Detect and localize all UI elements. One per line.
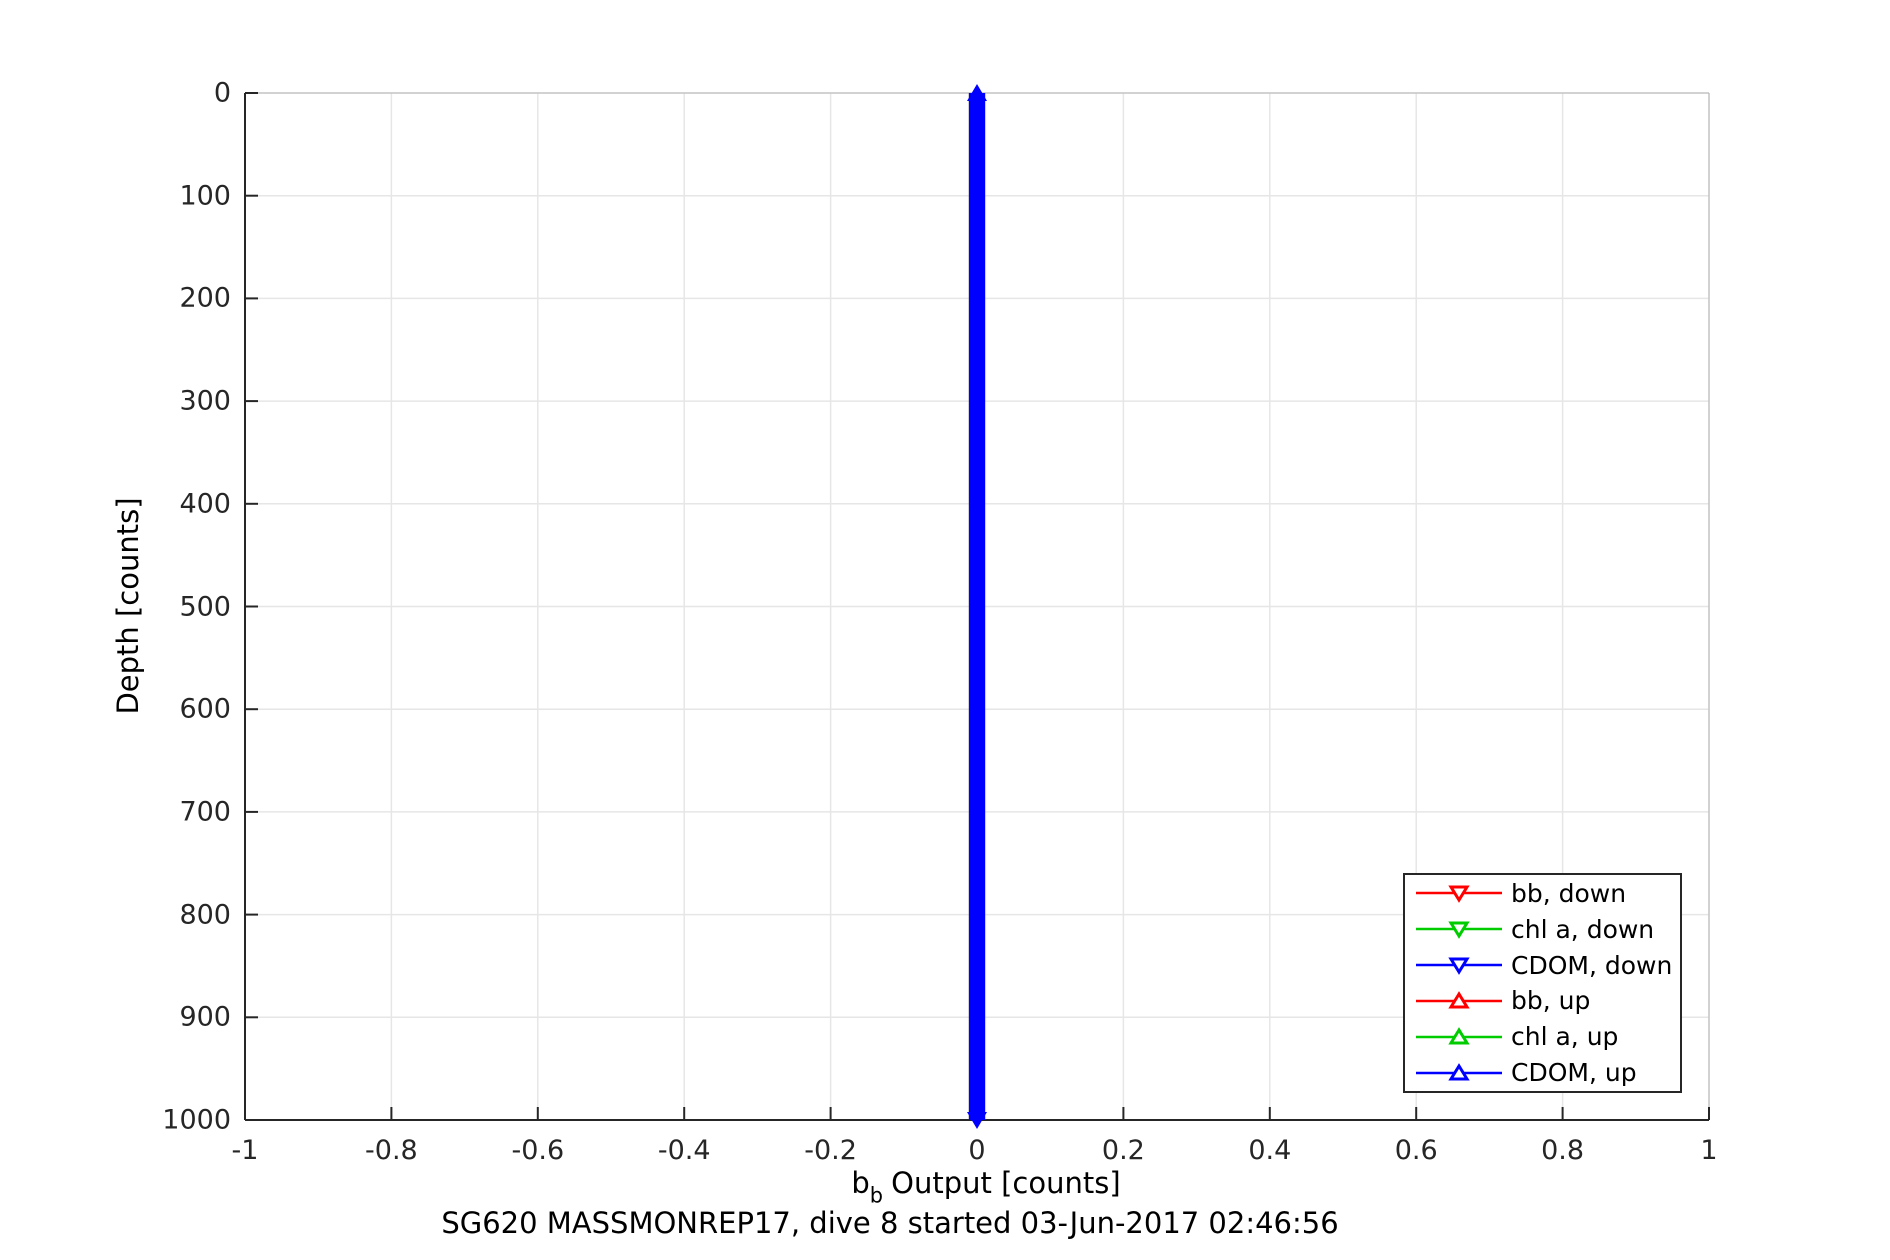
x-tick-label: 0.6 <box>1394 1135 1438 1166</box>
x-tick-label: 0 <box>968 1135 986 1166</box>
legend-entry: chl a, down <box>1405 912 1680 947</box>
y-axis-label: Depth [counts] <box>111 497 145 715</box>
legend-line-triangle-up-icon <box>1416 1062 1502 1081</box>
y-tick-label: 500 <box>179 591 231 622</box>
y-tick-label: 800 <box>179 899 231 931</box>
legend-entry-label: CDOM, down <box>1511 950 1673 980</box>
y-tick-label: 100 <box>179 180 231 212</box>
x-axis-label-rest: Output [counts] <box>891 1166 1121 1200</box>
x-tick-label: 0.8 <box>1541 1135 1585 1166</box>
x-axis-label-subscript: b <box>869 1183 884 1208</box>
x-tick-label: 0.4 <box>1248 1135 1292 1166</box>
legend-entry-label: chl a, up <box>1511 1022 1619 1052</box>
legend-entry-label: bb, down <box>1511 878 1627 908</box>
x-tick-label: 0.2 <box>1101 1135 1145 1166</box>
y-tick-label: 900 <box>179 1001 231 1033</box>
legend-entry: chl a, up <box>1405 1019 1680 1054</box>
x-axis-label: bb Output [counts] <box>851 1166 1120 1207</box>
legend-entry: bb, up <box>1405 983 1680 1018</box>
legend-entry-label: CDOM, up <box>1511 1058 1637 1088</box>
y-tick-label: 1000 <box>162 1104 231 1136</box>
legend-entry-label: chl a, down <box>1511 914 1655 944</box>
band-bottom-marker <box>967 1112 987 1129</box>
y-tick-label: 200 <box>179 282 231 314</box>
x-tick-label: -0.6 <box>511 1135 565 1166</box>
x-tick-label: -0.2 <box>804 1135 857 1166</box>
legend: bb, down chl a, down CDOM, down bb, up chl a… <box>1403 873 1682 1093</box>
y-tick-label: 700 <box>179 796 231 828</box>
x-tick-label: -1 <box>231 1135 259 1166</box>
x-tick-label: 1 <box>1700 1135 1718 1166</box>
legend-entry: CDOM, down <box>1405 948 1680 983</box>
legend-line-triangle-down-icon <box>1416 957 1502 975</box>
legend-line-triangle-up-icon <box>1416 991 1502 1009</box>
band-top-marker <box>967 84 987 101</box>
y-tick-label: 0 <box>213 77 231 109</box>
legend-line-triangle-down-icon <box>1416 921 1502 940</box>
legend-line-triangle-down-icon <box>1416 885 1502 904</box>
x-tick-label: -0.4 <box>657 1135 711 1166</box>
legend-entry: bb, down <box>1405 876 1680 911</box>
legend-entry-label: bb, up <box>1511 986 1591 1016</box>
y-tick-label: 300 <box>179 385 231 417</box>
legend-line-triangle-up-icon <box>1416 1026 1502 1045</box>
x-tick-label: -0.8 <box>365 1135 418 1166</box>
y-tick-label: 600 <box>179 693 231 725</box>
x-axis-label-prefix: b <box>851 1166 870 1200</box>
legend-entry: CDOM, up <box>1405 1055 1680 1090</box>
series-band <box>968 93 986 1120</box>
y-tick-label: 400 <box>179 488 231 520</box>
dive-info-title: SG620 MASSMONREP17, dive 8 started 03-Ju… <box>441 1206 1339 1240</box>
